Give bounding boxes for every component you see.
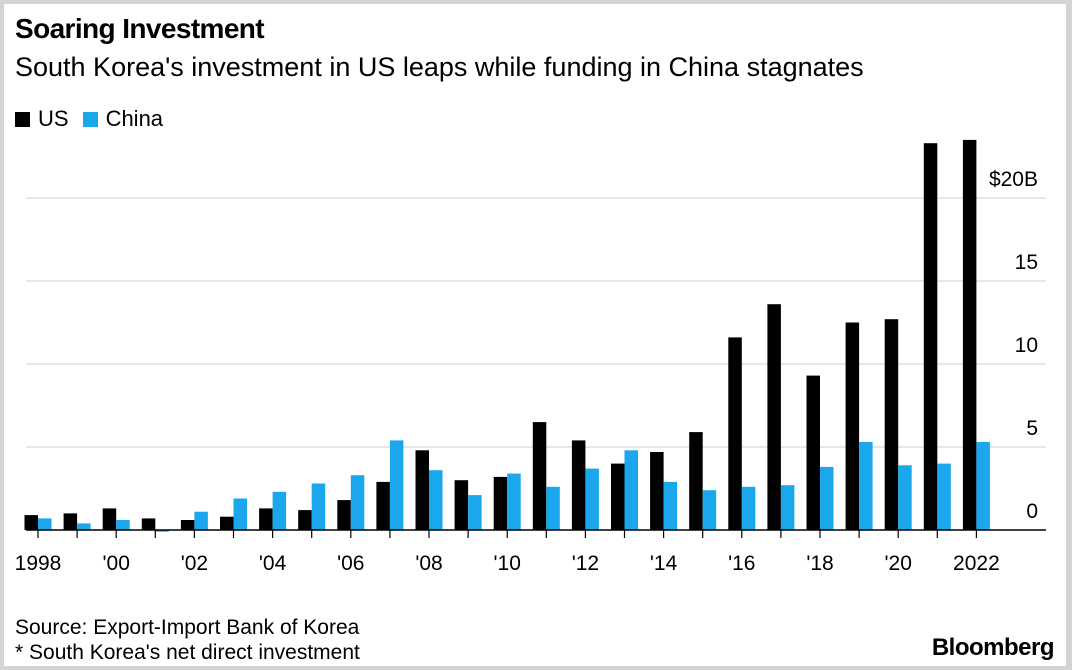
axis-layer: 0 5 10 15 $20B 1998 '00 '02 '04 '06 '08 '10 '12 '14 '1… [15,168,1046,575]
bar-us [141,518,156,530]
bar-china [585,468,599,530]
source-note: Source: Export-Import Bank of Korea [15,616,360,639]
bar-china [859,442,873,530]
chart-legend: US China [15,106,177,132]
x-tick-label: '04 [259,552,287,575]
x-tick-label: '12 [572,552,599,575]
bar-us [689,432,703,530]
x-tick-label: '08 [415,552,442,575]
bar-china [233,498,247,530]
x-tick-label: '20 [885,552,912,575]
chart-title: Soaring Investment [15,13,265,44]
bar-china [976,442,990,530]
bar-us [180,520,195,530]
footnote: * South Korea's net direct investment [15,641,360,664]
bar-us [923,143,938,530]
x-tick-label: '18 [806,552,833,575]
legend-swatch-us [15,111,30,127]
bar-china [780,485,795,530]
bar-us [493,476,508,530]
y-tick-label: 15 [1015,251,1038,274]
bar-us [102,508,117,530]
bar-us [806,375,820,530]
bar-china [272,491,287,530]
bar-us [376,481,390,530]
x-tick-label: '16 [728,552,755,575]
bar-china [663,481,678,530]
bar-china [741,486,756,530]
bar-china [116,520,130,530]
legend-swatch-china [82,111,98,127]
x-tick-label: 1998 [15,552,62,575]
y-tick-label: $20B [989,168,1038,191]
bar-china [389,440,404,530]
bar-us [532,422,547,530]
bar-us [298,510,312,530]
bar-layer [24,139,990,532]
bar-us [24,515,38,530]
bar-us [884,319,899,530]
legend-label-china: China [105,106,164,131]
bar-china [155,530,169,532]
bar-chart: 0 5 10 15 $20B 1998 '00 '02 '04 '06 '08 '10 '12 '14 '1… [15,139,1046,575]
legend-item-china: China [82,106,164,132]
bar-china [38,518,52,530]
bar-china [350,475,365,530]
bar-china [898,465,912,530]
x-tick-label: 2022 [953,552,1000,575]
legend-label-us: US [38,106,69,131]
bar-us [571,440,586,530]
bar-us [415,450,429,530]
bar-us [63,513,78,530]
bar-us [962,139,977,530]
bar-china [937,463,951,530]
bar-china [429,470,443,530]
bar-us [767,304,781,530]
bloomberg-logo: Bloomberg [931,634,1055,661]
chart-frame: Soaring Investment South Korea's investm… [4,4,1066,666]
bar-china [820,466,834,530]
chart-subtitle: South Korea's investment in US leaps whi… [15,52,864,82]
x-tick-label: '02 [181,552,208,575]
bar-us [259,508,273,530]
bar-us [454,480,469,530]
y-tick-label: 10 [1015,334,1038,357]
bar-china [311,483,326,530]
bar-us [611,463,625,530]
bar-china [507,473,521,530]
bar-us [728,337,742,530]
x-tick-label: '14 [650,552,678,575]
bar-china [77,523,91,530]
x-tick-label: '00 [103,552,130,575]
x-tick-label: '10 [494,552,521,575]
bar-china [624,450,638,530]
y-tick-label: 0 [1026,500,1038,523]
x-tick-label: '06 [337,552,364,575]
bar-china [702,490,717,530]
bar-us [220,516,234,530]
bar-china [546,486,560,530]
bar-china [468,495,482,530]
bar-china [194,511,208,530]
bar-us [845,322,860,530]
legend-item-us: US [15,106,69,132]
bar-us [650,452,664,530]
bar-us [337,500,351,530]
y-tick-label: 5 [1026,417,1038,440]
